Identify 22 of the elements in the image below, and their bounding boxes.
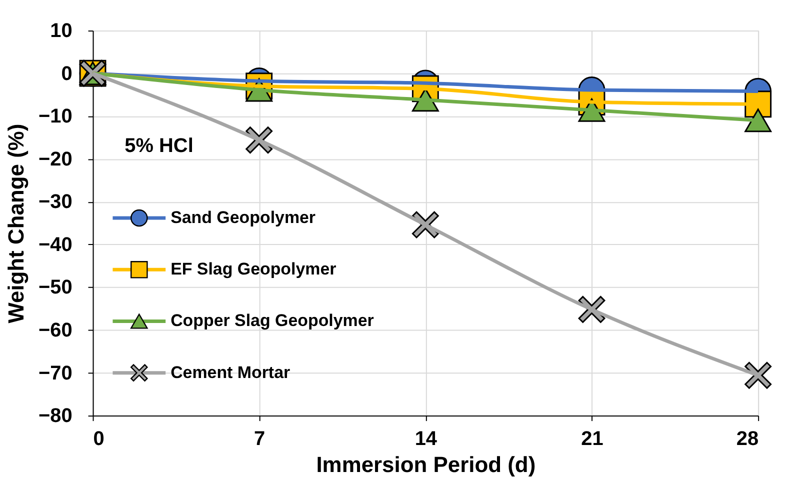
y-tick-label: −60: [38, 319, 72, 342]
x-tick-label: 0: [93, 428, 104, 450]
x-tick-label: 7: [254, 428, 266, 450]
y-tick-label: 10: [50, 20, 72, 42]
y-tick-label: −30: [38, 191, 72, 214]
x-tick-label: 21: [581, 428, 604, 450]
x-axis-title: Immersion Period (d): [316, 452, 536, 477]
legend-label: EF Slag Geopolymer: [170, 260, 337, 279]
x-tick-label: 28: [736, 428, 759, 450]
y-axis-title: Weight Change (%): [4, 124, 29, 324]
y-tick-label: −50: [38, 276, 72, 299]
y-tick-label: 0: [61, 62, 72, 85]
x-tick-label: 14: [414, 428, 438, 450]
legend-label: Cement Mortar: [170, 362, 290, 382]
y-tick-label: −70: [38, 362, 72, 384]
y-tick-label: −80: [38, 405, 72, 428]
legend-label: Sand Geopolymer: [170, 208, 316, 228]
annotation: 5% HCl: [124, 135, 194, 158]
y-tick-label: −10: [38, 106, 72, 128]
legend-label: Copper Slag Geopolymer: [170, 311, 374, 330]
y-tick-label: −40: [38, 234, 72, 256]
y-tick-label: −20: [38, 148, 72, 170]
